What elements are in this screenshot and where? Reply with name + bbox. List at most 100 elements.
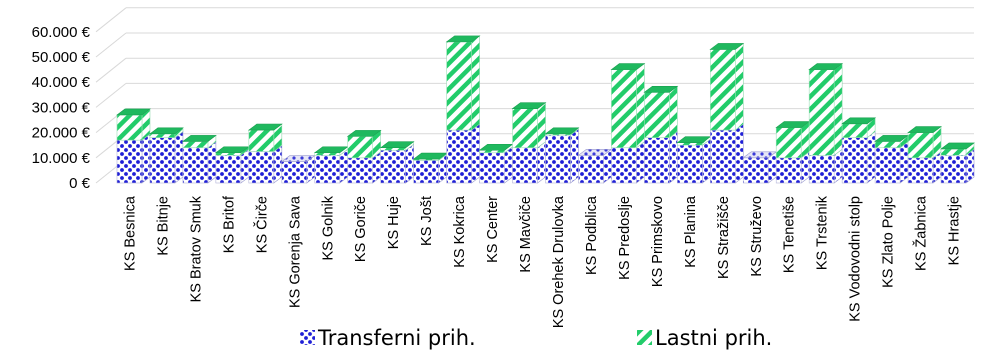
bar-transferni: [149, 137, 176, 184]
y-tick-label: 40.000 €: [32, 74, 91, 91]
gridline-side: [95, 83, 127, 108]
bar-top: [116, 108, 151, 116]
category-label: KS Predoslje: [617, 196, 633, 280]
y-tick-label: 30.000 €: [32, 99, 91, 116]
bar-lastni: [215, 152, 242, 156]
bar-side-lastni: [537, 102, 546, 149]
category-label: KS Gorenja Sava: [287, 195, 303, 308]
bar-group: [280, 154, 316, 184]
bar-lastni: [644, 91, 670, 138]
bar-group: [247, 123, 283, 184]
bar-top: [247, 123, 283, 131]
bar-lastni: [446, 41, 472, 131]
bar-lastni: [182, 141, 209, 149]
bar-side-transferni: [471, 123, 480, 184]
bar-top: [643, 85, 679, 93]
bar-side-lastni: [833, 62, 843, 156]
bar-side-transferni: [669, 131, 678, 184]
bar-side-lastni: [669, 85, 678, 139]
category-label: KS Planina: [683, 195, 699, 268]
bar-group: [214, 146, 250, 184]
bar-transferni: [347, 157, 374, 184]
bar-side-lastni: [471, 35, 480, 131]
bar-transferni: [644, 137, 670, 184]
bar-transferni: [512, 147, 538, 184]
bar-side-transferni: [636, 141, 645, 184]
y-tick-label: 20.000 €: [32, 125, 91, 142]
bar-group: [478, 143, 514, 184]
gridline-side: [95, 57, 127, 83]
bar-group: [841, 117, 877, 184]
bar-side-lastni: [636, 62, 645, 149]
category-label: KS Bitnje: [155, 196, 171, 256]
bar-transferni: [907, 157, 934, 184]
bar-group: [676, 136, 712, 184]
category-label: KS Bratov Smuk: [188, 195, 204, 302]
bar-group: [709, 42, 745, 184]
bar-group: [610, 62, 646, 184]
bar-group: [874, 134, 909, 184]
bar-side-transferni: [174, 131, 184, 184]
category-label: KS Mavčiče: [518, 196, 534, 273]
category-label: KS Britof: [221, 195, 237, 253]
bar-group: [116, 108, 151, 184]
bar-transferni: [380, 149, 406, 184]
category-label: KS Stražišče: [716, 196, 732, 279]
bar-top: [940, 142, 975, 150]
bar-lastni: [677, 142, 703, 146]
category-label: KS Jošt: [419, 196, 435, 246]
bar-top: [610, 63, 646, 70]
bar-top: [907, 126, 942, 133]
gridline-side: [95, 7, 127, 33]
bar-transferni: [874, 147, 901, 184]
bar-transferni: [709, 129, 736, 184]
category-label: KS Žabnica: [913, 195, 930, 271]
bar-group: [313, 146, 349, 184]
legend-label-transferni: Transferni prih.: [317, 326, 476, 350]
bar-transferni: [182, 147, 209, 184]
bar-transferni: [479, 152, 505, 184]
category-label: KS Golnik: [320, 195, 336, 260]
bar-top: [841, 117, 877, 125]
bar-group: [544, 127, 580, 184]
bar-transferni: [775, 157, 802, 184]
bar-lastni: [149, 133, 176, 138]
bar-side-transferni: [207, 141, 217, 184]
bar-lastni: [907, 132, 934, 159]
bar-lastni: [479, 149, 505, 154]
y-tick-label: 0 €: [69, 175, 91, 192]
bar-transferni: [578, 154, 604, 184]
bar-top: [709, 43, 745, 50]
category-label: KS Struževo: [749, 196, 765, 277]
bar-transferni: [248, 151, 275, 184]
bar-side-transferni: [273, 144, 283, 184]
bar-group: [643, 85, 679, 184]
bar-group: [149, 127, 184, 184]
category-label: KS Kokrica: [452, 195, 468, 268]
bar-top: [346, 130, 382, 137]
bar-transferni: [116, 139, 143, 184]
bar-side-transferni: [702, 138, 711, 184]
bar-side-transferni: [405, 143, 414, 184]
bar-lastni: [709, 49, 736, 131]
legend-swatch-lastni: [637, 330, 652, 345]
category-label: KS Hrastje: [947, 196, 963, 265]
bar-lastni: [347, 136, 374, 159]
category-label: KS Zlato Polje: [881, 196, 897, 288]
bar-lastni: [775, 127, 802, 159]
bar-group: [808, 62, 844, 184]
bar-group: [940, 142, 975, 184]
bar-side-lastni: [734, 42, 744, 131]
y-tick-label: 60.000 €: [32, 24, 91, 41]
bar-lastni: [380, 147, 406, 151]
bar-transferni: [940, 154, 967, 184]
bar-side-transferni: [734, 123, 744, 184]
bar-group: [775, 120, 811, 184]
bar-transferni: [677, 144, 703, 184]
bar-transferni: [742, 157, 769, 184]
bar-lastni: [874, 141, 901, 149]
bar-lastni: [116, 114, 143, 141]
bar-side-transferni: [570, 128, 579, 184]
